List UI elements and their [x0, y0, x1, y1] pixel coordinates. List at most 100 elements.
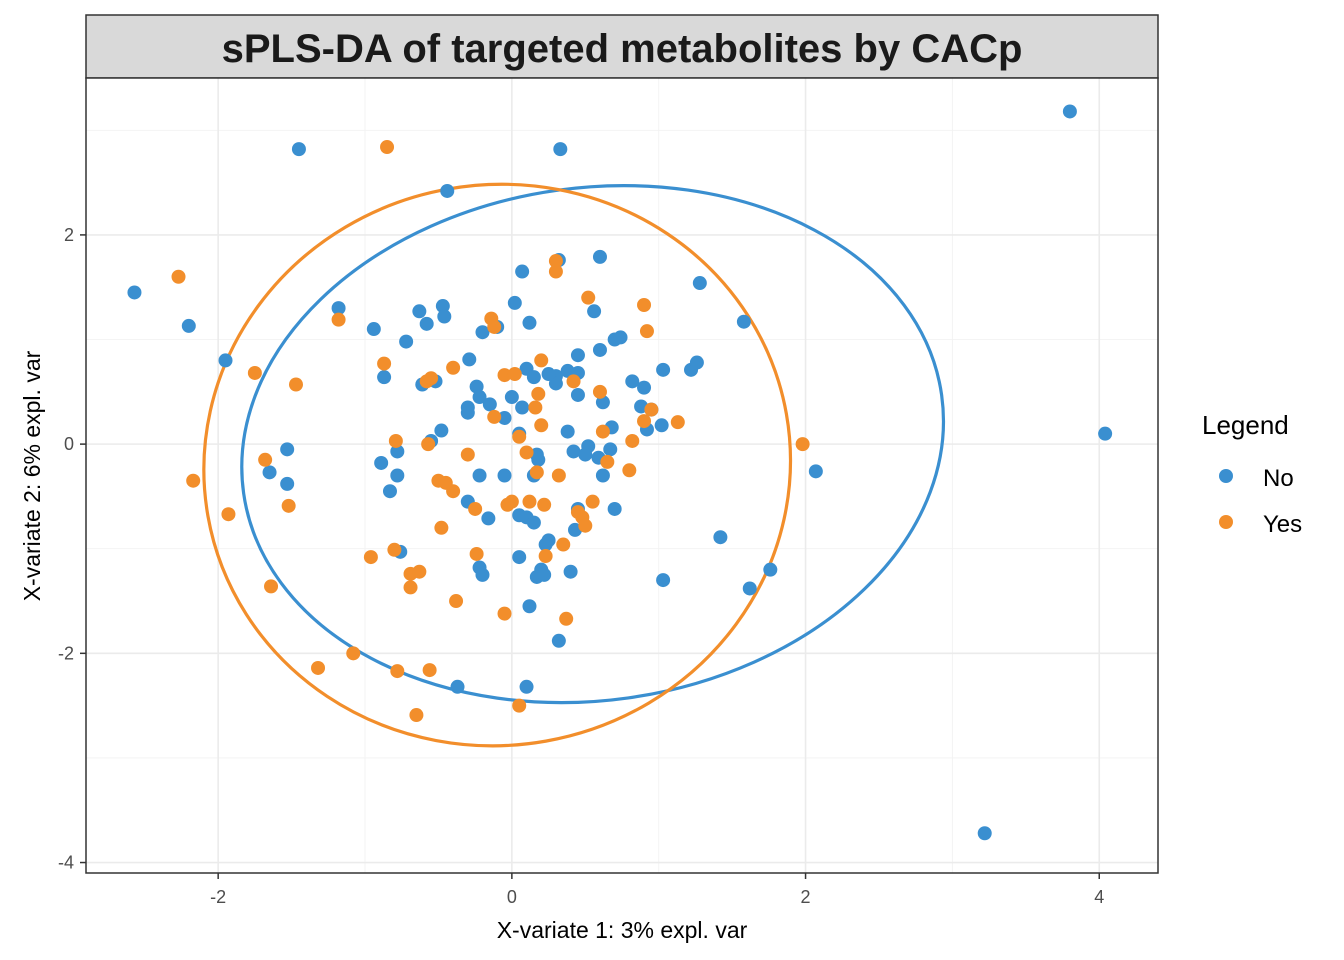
point-no	[551, 633, 566, 648]
point-no	[412, 304, 427, 319]
point-yes	[556, 537, 571, 552]
point-yes	[592, 384, 607, 399]
point-no	[450, 679, 465, 694]
point-yes	[388, 433, 403, 448]
point-yes	[377, 356, 392, 371]
x-tick-label: 0	[507, 887, 517, 907]
point-yes	[449, 594, 464, 609]
point-yes	[566, 374, 581, 389]
x-tick-label: -2	[210, 887, 226, 907]
point-no	[763, 562, 778, 577]
point-yes	[403, 580, 418, 595]
point-yes	[390, 664, 405, 679]
point-no	[637, 380, 652, 395]
point-no	[548, 376, 563, 391]
point-yes	[519, 445, 534, 460]
point-yes	[512, 429, 527, 444]
point-yes	[422, 663, 437, 678]
point-no	[713, 530, 728, 545]
point-no	[570, 387, 585, 402]
x-axis-title: X-variate 1: 3% expl. var	[497, 917, 748, 943]
plot-panel-border	[85, 77, 1159, 874]
point-no	[1098, 426, 1113, 441]
point-no	[399, 334, 414, 349]
point-no	[440, 183, 455, 198]
point-no	[1062, 104, 1077, 119]
point-yes	[670, 415, 685, 430]
point-no	[507, 295, 522, 310]
point-yes	[264, 579, 279, 594]
point-yes	[412, 564, 427, 579]
point-no	[689, 355, 704, 370]
point-no	[603, 442, 618, 457]
point-yes	[585, 494, 600, 509]
point-yes	[497, 606, 512, 621]
point-no	[563, 564, 578, 579]
y-axis-title: X-variate 2: 6% expl. var	[19, 350, 45, 601]
point-yes	[534, 353, 549, 368]
point-yes	[424, 371, 439, 386]
point-no	[181, 318, 196, 333]
point-no	[625, 374, 640, 389]
legend-key-no	[1219, 469, 1233, 483]
point-no	[460, 405, 475, 420]
title-strip-background	[85, 14, 1159, 79]
point-yes	[537, 497, 552, 512]
point-yes	[595, 424, 610, 439]
point-no	[538, 537, 553, 552]
y-axis-ticks: -4 -2 0 2	[58, 225, 86, 873]
legend-key-yes	[1219, 515, 1233, 529]
point-no	[592, 249, 607, 264]
point-no	[434, 423, 449, 438]
point-no	[560, 424, 575, 439]
legend: Legend No Yes	[1202, 410, 1302, 538]
point-no	[390, 444, 405, 459]
point-no	[977, 826, 992, 841]
point-yes	[469, 546, 484, 561]
point-yes	[622, 463, 637, 478]
point-yes	[548, 254, 563, 269]
grid-major	[86, 78, 1158, 873]
point-yes	[288, 377, 303, 392]
point-yes	[346, 646, 361, 661]
point-no	[291, 142, 306, 157]
y-tick-label: -4	[58, 853, 74, 873]
point-no	[280, 442, 295, 457]
data-points	[127, 104, 1113, 841]
point-yes	[487, 409, 502, 424]
point-no	[541, 367, 556, 382]
point-no	[522, 599, 537, 614]
chart-title: sPLS-DA of targeted metabolites by CACp	[222, 27, 1023, 71]
point-yes	[281, 498, 296, 513]
y-tick-label: 2	[64, 225, 74, 245]
point-no	[592, 342, 607, 357]
point-yes	[578, 518, 593, 533]
point-no	[522, 315, 537, 330]
x-axis-ticks: -2 0 2 4	[210, 873, 1104, 907]
point-yes	[538, 549, 553, 564]
point-no	[736, 314, 751, 329]
point-yes	[600, 454, 615, 469]
point-no	[262, 465, 277, 480]
point-yes	[795, 437, 810, 452]
point-no	[504, 390, 519, 405]
point-no	[578, 447, 593, 462]
point-no	[526, 515, 541, 530]
point-no	[607, 501, 622, 516]
point-no	[692, 276, 707, 291]
point-yes	[421, 437, 436, 452]
point-yes	[522, 494, 537, 509]
point-no	[390, 468, 405, 483]
point-yes	[221, 507, 236, 522]
point-yes	[528, 400, 543, 415]
point-yes	[387, 542, 402, 557]
point-no	[553, 142, 568, 157]
point-no	[462, 352, 477, 367]
point-no	[526, 370, 541, 385]
point-yes	[487, 319, 502, 334]
point-no	[374, 455, 389, 470]
point-yes	[559, 611, 574, 626]
point-yes	[380, 140, 395, 155]
point-no	[595, 468, 610, 483]
point-yes	[331, 312, 346, 327]
